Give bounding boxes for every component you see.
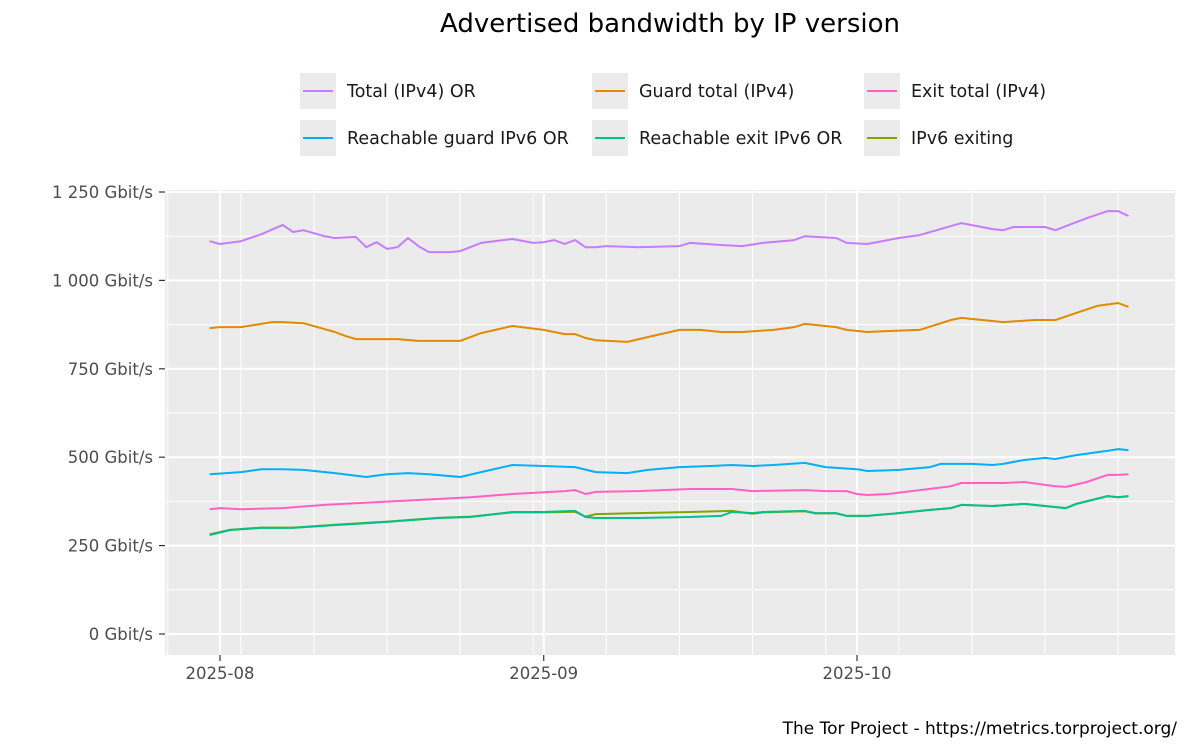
series-line-exit-total-ipv4 bbox=[209, 473, 1129, 511]
legend-item: IPv6 exiting bbox=[864, 120, 1013, 156]
x-tick-label: 2025-08 bbox=[186, 664, 255, 683]
legend-label: Guard total (IPv4) bbox=[639, 82, 794, 102]
y-tick-label: 0 Gbit/s bbox=[89, 625, 153, 644]
series-line-guard-total-ipv4 bbox=[209, 302, 1129, 343]
legend-item: Reachable exit IPv6 OR bbox=[592, 120, 842, 156]
series-lines bbox=[209, 210, 1129, 536]
y-tick-label: 750 Gbit/s bbox=[68, 360, 153, 379]
legend-label: Reachable guard IPv6 OR bbox=[347, 129, 569, 149]
y-tick-label: 250 Gbit/s bbox=[68, 537, 153, 556]
legend: Total (IPv4) OR Guard total (IPv4) Exit to… bbox=[300, 73, 1046, 156]
legend-item: Reachable guard IPv6 OR bbox=[300, 120, 569, 156]
legend-item: Total (IPv4) OR bbox=[300, 73, 476, 109]
plot-panel bbox=[165, 190, 1175, 655]
legend-label: Reachable exit IPv6 OR bbox=[639, 129, 842, 149]
caption: The Tor Project - https://metrics.torpro… bbox=[782, 719, 1178, 739]
x-tick-label: 2025-09 bbox=[509, 664, 578, 683]
chart-title: Advertised bandwidth by IP version bbox=[440, 9, 900, 39]
y-axis: 0 Gbit/s 250 Gbit/s 500 Gbit/s 750 Gbit/s 1 … bbox=[52, 183, 165, 644]
y-tick-label: 1 000 Gbit/s bbox=[52, 271, 153, 290]
series-line-reachable-guard-ipv6-or bbox=[209, 448, 1129, 478]
legend-item: Guard total (IPv4) bbox=[592, 73, 794, 109]
legend-label: IPv6 exiting bbox=[911, 129, 1013, 149]
gridlines bbox=[165, 190, 1175, 655]
y-tick-label: 1 250 Gbit/s bbox=[52, 183, 153, 202]
series-line-reachable-exit-ipv6-or bbox=[209, 495, 1129, 536]
series-line-total-ipv4-or bbox=[209, 210, 1129, 254]
x-tick-label: 2025-10 bbox=[823, 664, 892, 683]
y-tick-label: 500 Gbit/s bbox=[68, 448, 153, 467]
legend-item: Exit total (IPv4) bbox=[864, 73, 1046, 109]
legend-label: Total (IPv4) OR bbox=[346, 82, 476, 102]
x-axis: 2025-08 2025-09 2025-10 bbox=[186, 655, 892, 683]
legend-label: Exit total (IPv4) bbox=[911, 82, 1046, 102]
